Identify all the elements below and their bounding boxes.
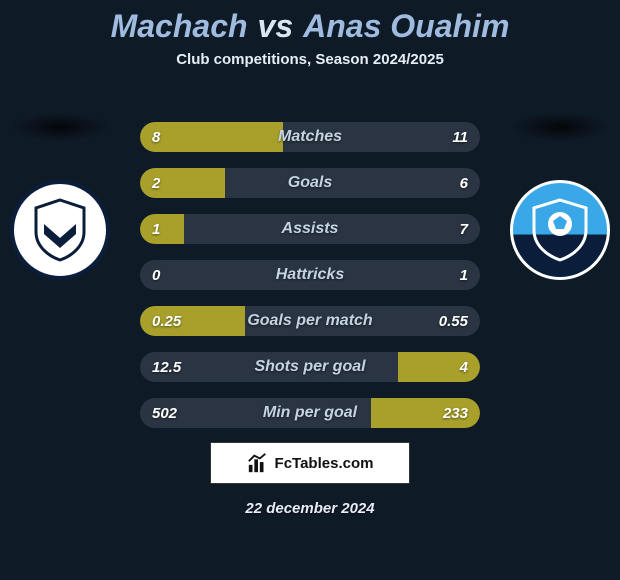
crest-shadow-right (510, 112, 610, 142)
title-player-1: Machach (111, 8, 248, 45)
site-logo-text: FcTables.com (275, 455, 374, 472)
stat-row: 17Assists (140, 214, 480, 244)
stats-list: 811Matches 26Goals 17Assists 01Hattricks 0.2… (140, 122, 480, 428)
stat-label: Min per goal (140, 398, 480, 428)
team-crest-right (510, 180, 610, 280)
team-crest-left-wrap (10, 112, 110, 332)
stat-row: 502233Min per goal (140, 398, 480, 428)
stat-label: Goals (140, 168, 480, 198)
stat-label: Hattricks (140, 260, 480, 290)
stat-row: 811Matches (140, 122, 480, 152)
stat-label: Assists (140, 214, 480, 244)
stat-row: 01Hattricks (140, 260, 480, 290)
stat-row: 0.250.55Goals per match (140, 306, 480, 336)
title-player-2: Anas Ouahim (303, 8, 509, 45)
comparison-infographic: Machach vs Anas Ouahim Club competitions… (0, 0, 620, 580)
crest-shadow-left (10, 112, 110, 142)
shield-chevron-icon (24, 194, 96, 266)
stat-row: 26Goals (140, 168, 480, 198)
barchart-icon (247, 452, 269, 474)
stat-label: Matches (140, 122, 480, 152)
stat-label: Shots per goal (140, 352, 480, 382)
stat-row: 12.54Shots per goal (140, 352, 480, 382)
date-stamp: 22 december 2024 (0, 500, 620, 517)
page-title: Machach vs Anas Ouahim (0, 0, 620, 45)
site-logo: FcTables.com (210, 442, 410, 484)
subtitle: Club competitions, Season 2024/2025 (0, 51, 620, 68)
team-crest-right-wrap (510, 112, 610, 332)
stat-label: Goals per match (140, 306, 480, 336)
shield-ball-icon (524, 194, 596, 266)
team-crest-left (10, 180, 110, 280)
title-vs: vs (258, 8, 294, 45)
